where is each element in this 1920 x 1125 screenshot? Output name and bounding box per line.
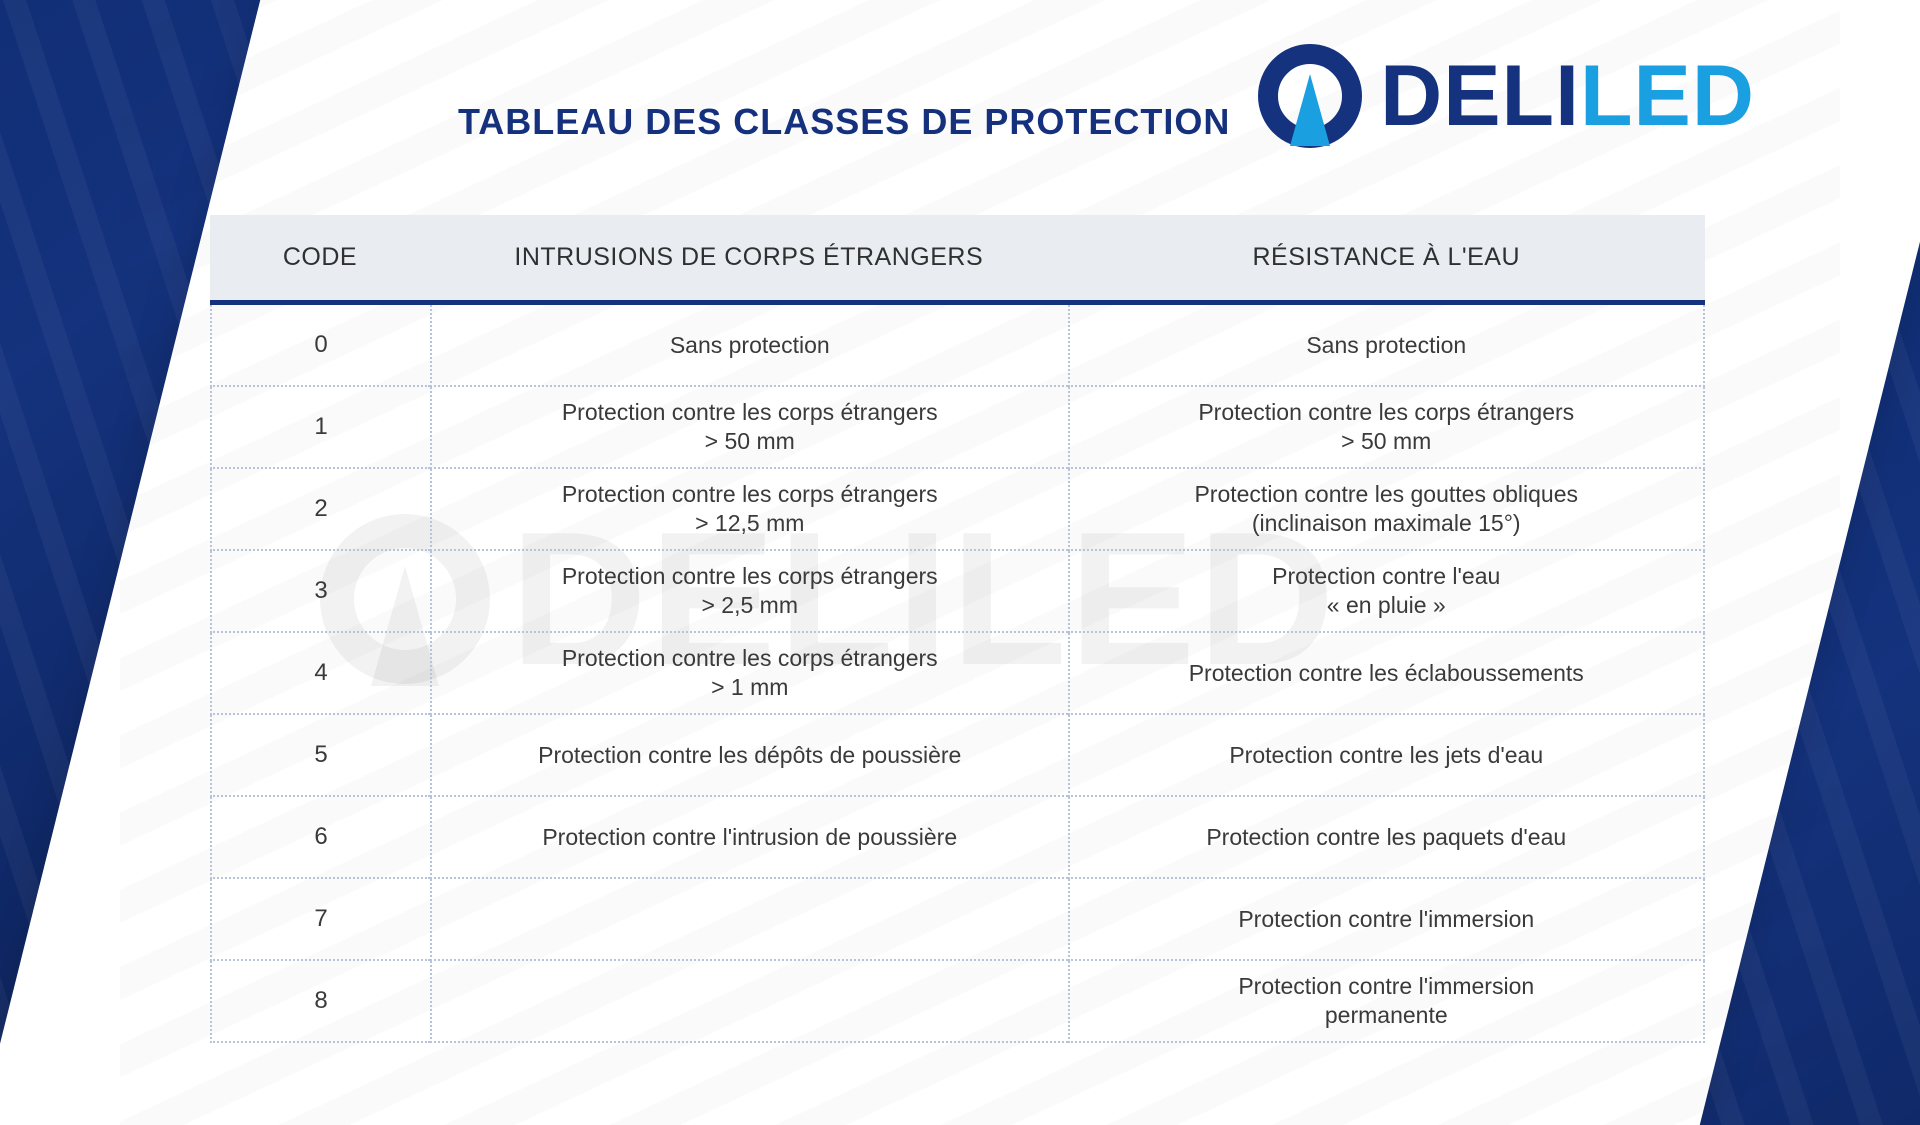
cell-intrusion: Protection contre les corps étrangers> 5… [430,387,1068,469]
cell-eau-l2: permanente [1238,1001,1534,1030]
brand-logo: DELILED [1258,44,1755,148]
th-intrusion-l2: DE CORPS ÉTRANGERS [681,243,983,271]
brand-logo-led: LED [1580,53,1755,139]
cell-intrusion-l2: > 50 mm [562,427,938,456]
cell-intrusion-l2: > 12,5 mm [562,509,938,538]
cell-intrusion: Protection contre les corps étrangers> 2… [430,551,1068,633]
th-code-l1: CODE [283,243,357,271]
cell-eau: Protection contre les éclaboussements [1068,633,1706,715]
cell-code: 5 [210,715,430,797]
cell-code: 3 [210,551,430,633]
cell-intrusion-l1: Protection contre les dépôts de poussièr… [538,741,961,770]
cell-eau: Protection contre les jets d'eau [1068,715,1706,797]
cell-code: 6 [210,797,430,879]
brand-logo-deli: DELI [1380,53,1580,139]
cell-intrusion-l1: Protection contre les corps étrangers [562,398,938,427]
cell-intrusion [430,879,1068,961]
cell-code: 0 [210,305,430,387]
table-row: 1Protection contre les corps étrangers> … [210,387,1705,469]
brand-logo-text: DELILED [1380,53,1755,139]
table-row: 2Protection contre les corps étrangers> … [210,469,1705,551]
cell-eau: Protection contre l'immersion [1068,879,1706,961]
page-title: TABLEAU DES CLASSES DE PROTECTION [458,101,1230,143]
cell-intrusion-l1: Protection contre les corps étrangers [562,480,938,509]
cell-code: 2 [210,469,430,551]
cell-eau-l1: Protection contre les éclaboussements [1189,659,1584,688]
cell-code: 7 [210,879,430,961]
cell-eau-l1: Protection contre l'eau [1272,562,1500,591]
table-row: 7 Protection contre l'immersion [210,879,1705,961]
cell-code: 1 [210,387,430,469]
cell-eau: Protection contre l'eau« en pluie » [1068,551,1706,633]
cell-intrusion: Protection contre les dépôts de poussièr… [430,715,1068,797]
table-body: 0Sans protectionSans protection1Protecti… [210,305,1705,1043]
cell-eau-l1: Protection contre l'immersion [1238,972,1534,1001]
cell-eau: Protection contre l'immersionpermanente [1068,961,1706,1043]
cell-eau: Protection contre les paquets d'eau [1068,797,1706,879]
cell-eau-l2: (inclinaison maximale 15°) [1194,509,1578,538]
table-row: 8 Protection contre l'immersionpermanente [210,961,1705,1043]
table-row: 3Protection contre les corps étrangers> … [210,551,1705,633]
th-eau-l2: À L'EAU [1423,243,1520,271]
th-intrusion-l1: INTRUSIONS [514,243,673,271]
cell-intrusion-l1: Sans protection [670,331,830,360]
cell-intrusion: Protection contre les corps étrangers> 1… [430,633,1068,715]
cell-eau-l1: Protection contre les corps étrangers [1198,398,1574,427]
table-row: 5 Protection contre les dépôts de poussiè… [210,715,1705,797]
cell-intrusion: Sans protection [430,305,1068,387]
table-header-row: CODE INTRUSIONS DE CORPS ÉTRANGERS RÉSIS… [210,215,1705,305]
cell-code: 8 [210,961,430,1043]
cell-eau-l1: Protection contre les jets d'eau [1229,741,1543,770]
cell-intrusion-l2: > 2,5 mm [562,591,938,620]
cell-intrusion [430,961,1068,1043]
table-row: 4Protection contre les corps étrangers> … [210,633,1705,715]
cell-eau-l1: Protection contre l'immersion [1238,905,1534,934]
cell-intrusion-l1: Protection contre les corps étrangers [562,644,938,673]
th-code: CODE [210,242,430,273]
cell-eau-l1: Sans protection [1306,331,1466,360]
cell-eau-l2: > 50 mm [1198,427,1574,456]
cell-eau: Protection contre les corps étrangers> 5… [1068,387,1706,469]
brand-logo-icon [1258,44,1362,148]
cell-code: 4 [210,633,430,715]
th-eau-l1: RÉSISTANCE [1252,243,1415,271]
protection-table: CODE INTRUSIONS DE CORPS ÉTRANGERS RÉSIS… [210,215,1705,1070]
th-intrusion: INTRUSIONS DE CORPS ÉTRANGERS [430,242,1068,273]
cell-eau: Sans protection [1068,305,1706,387]
cell-eau-l1: Protection contre les paquets d'eau [1206,823,1566,852]
cell-eau: Protection contre les gouttes obliques(i… [1068,469,1706,551]
th-eau: RÉSISTANCE À L'EAU [1068,242,1706,273]
table-row: 6 Protection contre l'intrusion de poussi… [210,797,1705,879]
cell-intrusion: Protection contre les corps étrangers> 1… [430,469,1068,551]
cell-intrusion-l1: Protection contre l'intrusion de poussiè… [542,823,957,852]
cell-eau-l2: « en pluie » [1272,591,1500,620]
cell-eau-l1: Protection contre les gouttes obliques [1194,480,1578,509]
cell-intrusion-l1: Protection contre les corps étrangers [562,562,938,591]
table-row: 0 Sans protection Sans protection [210,305,1705,387]
cell-intrusion-l2: > 1 mm [562,673,938,702]
header: TABLEAU DES CLASSES DE PROTECTION DELILE… [0,62,1920,182]
cell-intrusion: Protection contre l'intrusion de poussiè… [430,797,1068,879]
